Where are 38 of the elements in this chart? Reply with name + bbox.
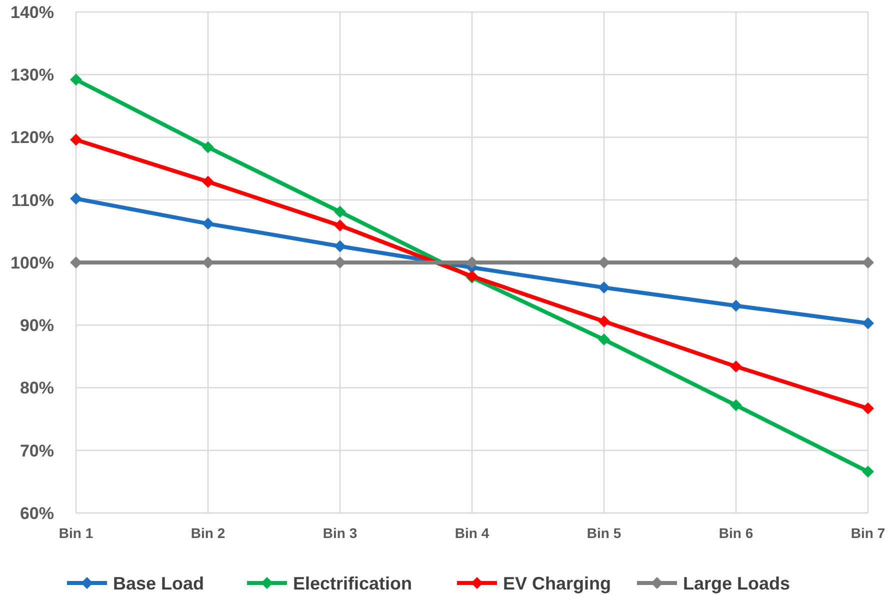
x-tick-label: Bin 1 <box>58 525 94 541</box>
x-tick-label: Bin 7 <box>850 525 886 541</box>
point <box>70 74 82 86</box>
point <box>730 360 742 372</box>
point <box>202 176 214 188</box>
point <box>598 334 610 346</box>
y-tick-label: 120% <box>10 128 54 148</box>
point <box>598 315 610 328</box>
y-tick-label: 140% <box>10 2 54 22</box>
x-tick-label: Bin 4 <box>454 525 490 541</box>
point <box>730 399 742 412</box>
point <box>862 317 874 330</box>
legend-label: EV Charging <box>503 573 612 594</box>
y-tick-label: 110% <box>11 190 54 210</box>
x-tick-label: Bin 6 <box>718 525 754 541</box>
y-tick-label: 70% <box>20 441 54 460</box>
point <box>598 282 610 294</box>
point <box>70 192 82 205</box>
point <box>334 220 346 232</box>
point <box>202 218 214 230</box>
legend-label: Base Load <box>113 573 204 594</box>
y-tick-label: 100% <box>10 253 54 272</box>
y-tick-label: 130% <box>10 66 54 85</box>
x-tick-label: Bin 2 <box>190 525 226 541</box>
point <box>730 300 742 312</box>
legend-label: Electrification <box>293 573 412 594</box>
point <box>862 402 874 414</box>
point <box>70 134 82 146</box>
point <box>202 141 214 154</box>
point <box>862 466 874 478</box>
point <box>334 240 346 252</box>
x-tick-label: Bin 5 <box>586 525 622 541</box>
y-tick-label: 80% <box>20 378 54 398</box>
y-tick-label: 60% <box>20 504 54 523</box>
x-tick-label: Bin 3 <box>322 525 358 541</box>
y-tick-label: 90% <box>20 316 54 336</box>
legend-label: Large Loads <box>683 573 790 594</box>
point <box>334 206 346 218</box>
